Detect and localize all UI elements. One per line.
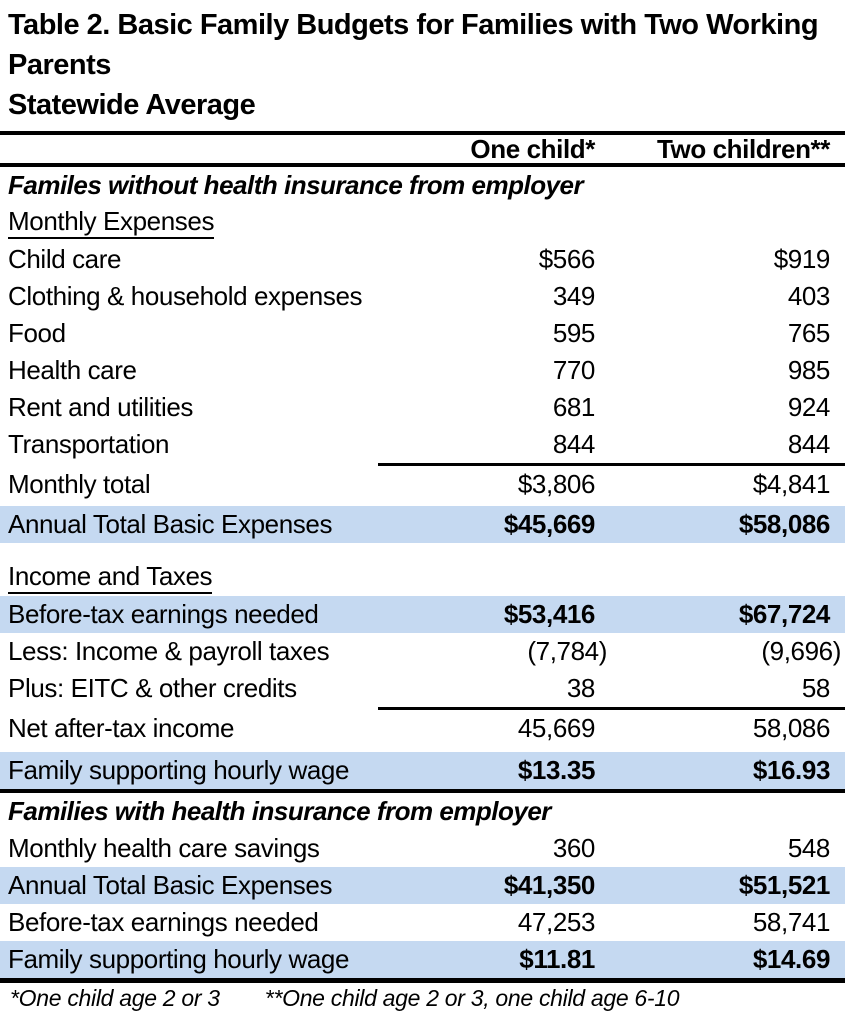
table-row: Less: Income & payroll taxes (7,784) (9,69… <box>0 633 845 670</box>
table-row: Annual Total Basic Expenses $45,669 $58,08… <box>0 506 845 543</box>
table-row: Food 595 765 <box>0 315 845 352</box>
row-label: Less: Income & payroll taxes <box>8 636 330 666</box>
value-one-child: 47,253 <box>517 907 596 937</box>
value-two-children: 844 <box>787 429 831 459</box>
column-header-two-children: Two children** <box>656 134 830 164</box>
value-two-children: 403 <box>787 281 831 311</box>
value-one-child: 595 <box>552 318 596 348</box>
table-row: Rent and utilities 681 924 <box>0 389 845 426</box>
row-label: Annual Total Basic Expenses <box>8 870 333 900</box>
table-title-line2: Statewide Average <box>8 89 256 121</box>
value-one-child: 681 <box>552 392 596 422</box>
table-row: Plus: EITC & other credits 38 58 <box>0 670 845 707</box>
value-one-child: $41,350 <box>503 870 596 900</box>
value-two-children: 765 <box>787 318 831 348</box>
header-bottom-rule <box>0 163 845 167</box>
header-top-rule <box>0 131 845 135</box>
footnote-one-child: *One child age 2 or 3 <box>10 985 220 1011</box>
value-two-children: $58,086 <box>738 509 831 539</box>
value-two-children: 58 <box>801 673 831 703</box>
section-header-row: Income and Taxes <box>0 559 845 596</box>
value-one-child: $11.81 <box>519 944 595 974</box>
value-one-child: (7,784) <box>527 636 607 666</box>
value-one-child: 45,669 <box>517 713 596 743</box>
value-two-children: $4,841 <box>752 469 831 499</box>
table-body: Familes without health insurance from em… <box>0 167 845 983</box>
value-two-children: 548 <box>787 833 831 863</box>
row-label: Food <box>8 318 66 348</box>
footnote-row: *One child age 2 or 3 **One child age 2 … <box>0 983 845 1011</box>
table-title-line1: Table 2. Basic Family Budgets for Famili… <box>8 9 819 81</box>
value-one-child: 349 <box>552 281 596 311</box>
table-row: Family supporting hourly wage $11.81 $14.6… <box>0 941 845 978</box>
value-one-child: 770 <box>552 355 596 385</box>
value-two-children: 58,086 <box>752 713 831 743</box>
table-row: Annual Total Basic Expenses $41,350 $51,52… <box>0 867 845 904</box>
table-row: Clothing & household expenses 349 403 <box>0 278 845 315</box>
row-label: Before-tax earnings needed <box>8 599 319 629</box>
column-header-one-child: One child* <box>470 134 595 164</box>
table-row: Child care $566 $919 <box>0 241 845 278</box>
column-header-row: One child* Two children** <box>0 135 845 163</box>
table-row: Transportation 844 844 <box>0 426 845 463</box>
row-label: Monthly health care savings <box>8 833 320 863</box>
value-one-child: 360 <box>552 833 596 863</box>
section-header-label: Familes without health insurance from em… <box>8 170 584 200</box>
row-label: Net after-tax income <box>8 713 235 743</box>
value-two-children: $51,521 <box>738 870 831 900</box>
value-two-children: $14.69 <box>752 944 831 974</box>
subtotal-rule <box>378 707 845 710</box>
section-header-label: Monthly Expenses <box>8 206 214 239</box>
section-header-label: Families with health insurance from empl… <box>8 796 551 826</box>
row-label: Child care <box>8 244 122 274</box>
value-two-children: (9,696) <box>761 636 841 666</box>
table-row: Net after-tax income 45,669 58,086 <box>0 710 845 747</box>
row-label: Plus: EITC & other credits <box>8 673 297 703</box>
table-row: Monthly total $3,806 $4,841 <box>0 466 845 503</box>
table-title: Table 2. Basic Family Budgets for Famili… <box>0 0 845 131</box>
value-one-child: 38 <box>566 673 596 703</box>
table-row: Monthly health care savings 360 548 <box>0 830 845 867</box>
table-row: Before-tax earnings needed 47,253 58,741 <box>0 904 845 941</box>
row-label: Before-tax earnings needed <box>8 907 319 937</box>
table-row: Before-tax earnings needed $53,416 $67,724 <box>0 596 845 633</box>
section-header-row: Families with health insurance from empl… <box>0 793 845 830</box>
value-one-child: $53,416 <box>503 599 596 629</box>
value-one-child: $45,669 <box>503 509 596 539</box>
row-spacer <box>0 543 845 559</box>
table-row: Health care 770 985 <box>0 352 845 389</box>
row-label: Clothing & household expenses <box>8 281 363 311</box>
row-label: Monthly total <box>8 469 151 499</box>
row-label: Rent and utilities <box>8 392 194 422</box>
value-two-children: $919 <box>773 244 831 274</box>
table-row: Family supporting hourly wage $13.35 $16.9… <box>0 752 845 789</box>
row-label: Family supporting hourly wage <box>8 755 350 785</box>
value-one-child: $566 <box>538 244 596 274</box>
footnote-two-children: **One child age 2 or 3, one child age 6-… <box>264 985 680 1011</box>
value-two-children: 58,741 <box>752 907 831 937</box>
row-label: Family supporting hourly wage <box>8 944 350 974</box>
section-header-row: Familes without health insurance from em… <box>0 167 845 204</box>
value-two-children: $67,724 <box>738 599 831 629</box>
value-two-children: $16.93 <box>752 755 831 785</box>
value-two-children: 924 <box>787 392 831 422</box>
section-header-row: Monthly Expenses <box>0 204 845 241</box>
row-label: Annual Total Basic Expenses <box>8 509 333 539</box>
subtotal-rule <box>378 463 845 466</box>
section-divider-rule <box>0 789 845 793</box>
value-one-child: $13.35 <box>517 755 596 785</box>
value-one-child: 844 <box>552 429 596 459</box>
value-one-child: $3,806 <box>517 469 596 499</box>
section-header-label: Income and Taxes <box>8 561 213 594</box>
value-two-children: 985 <box>787 355 831 385</box>
row-label: Transportation <box>8 429 170 459</box>
row-label: Health care <box>8 355 137 385</box>
